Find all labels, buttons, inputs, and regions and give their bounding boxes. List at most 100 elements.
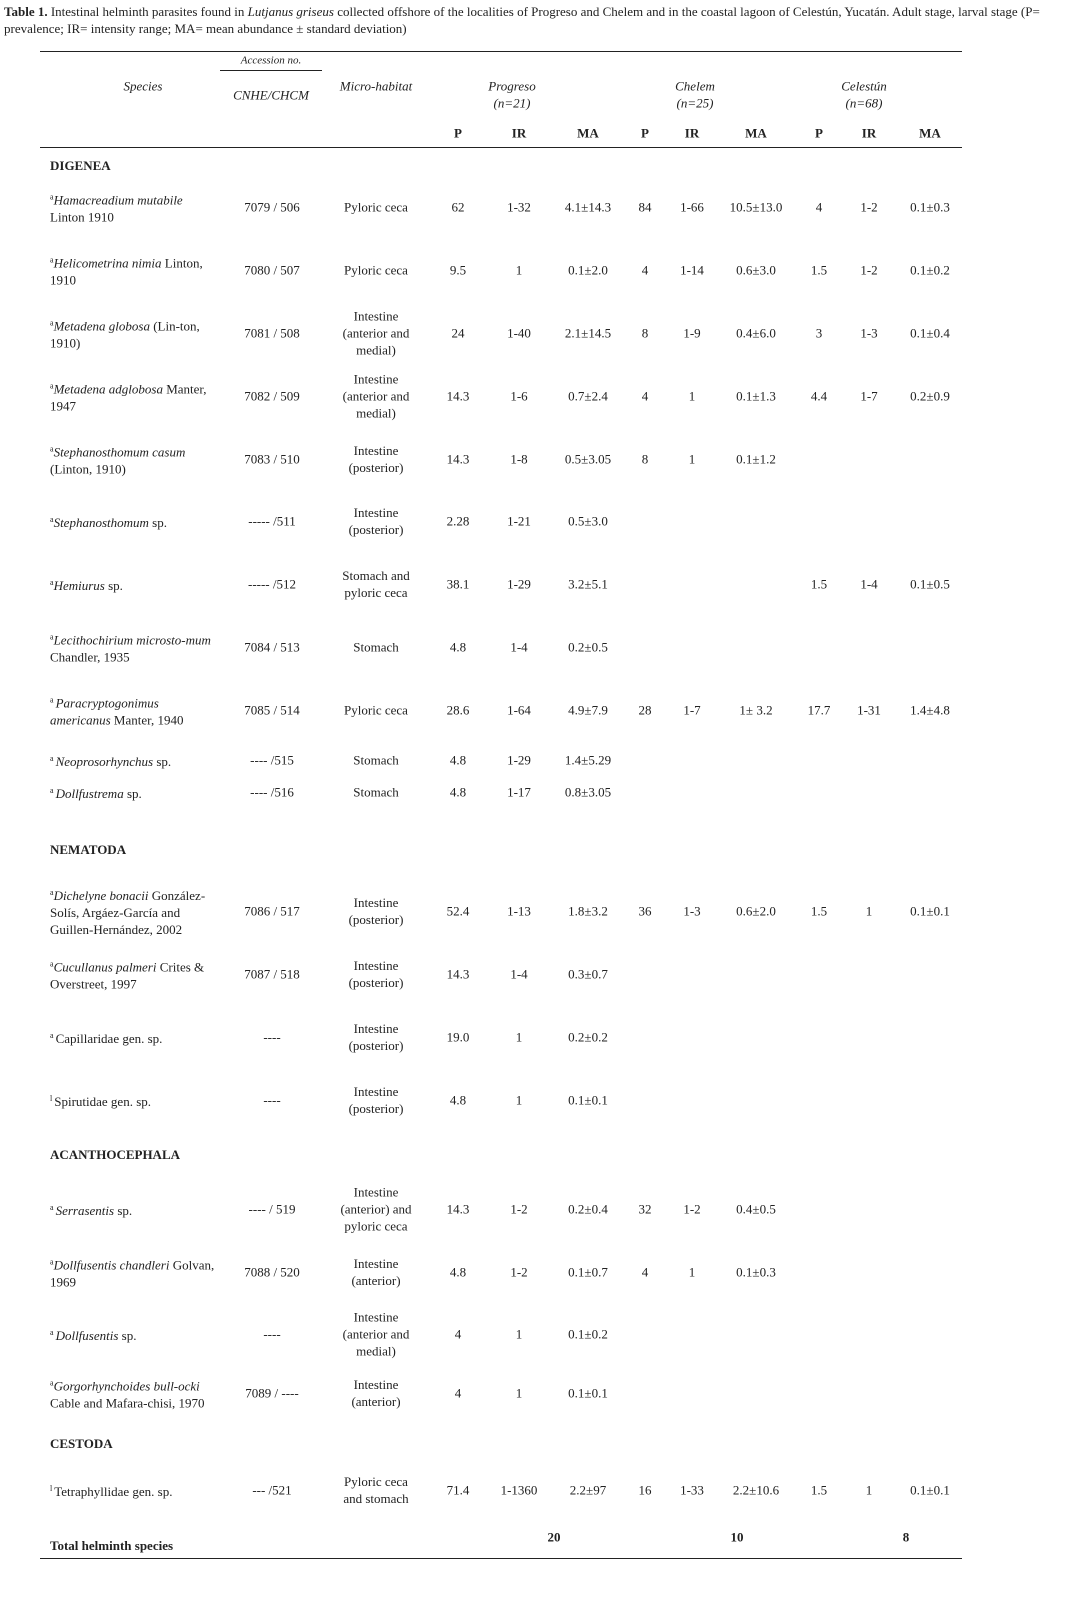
cell-p: 14.3 xyxy=(446,1201,470,1217)
cell-ir: 1 xyxy=(865,1482,873,1498)
cell-ma: 0.1±0.2 xyxy=(910,262,950,278)
cell-ma: 1.8±3.2 xyxy=(568,903,608,919)
cell-ir: 1 xyxy=(515,1092,523,1108)
cell-ma: 0.1±0.1 xyxy=(910,1482,950,1498)
accession-number: 7087 / 518 xyxy=(244,966,300,982)
cell-ma: 0.8±3.05 xyxy=(564,784,612,800)
cell-ma: 0.2±0.5 xyxy=(568,639,608,655)
cell-p: 4.8 xyxy=(449,752,467,768)
cell-ma: 1.4±4.8 xyxy=(910,702,950,718)
species-name: a Serrasentis sp. xyxy=(50,1203,133,1218)
micro-habitat: Stomach xyxy=(353,784,399,800)
total-label: Total helminth species xyxy=(50,1538,174,1553)
subheader-p: P xyxy=(815,125,823,141)
cell-ma: 1.4±5.29 xyxy=(564,752,612,768)
caption-host: Lutjanus griseus xyxy=(247,4,334,19)
header-celestun: Celestún xyxy=(841,78,887,94)
cell-ma: 0.5±3.05 xyxy=(564,451,612,467)
cell-ma: 0.1±1.2 xyxy=(736,451,776,467)
total-chelem: 10 xyxy=(730,1529,744,1545)
cell-p: 4.8 xyxy=(449,639,467,655)
species-name: aDichelyne bonacii González-Solís, Argáe… xyxy=(50,888,206,937)
cell-ma: 0.2±0.4 xyxy=(568,1201,608,1217)
cell-ir: 1-33 xyxy=(680,1482,704,1498)
cell-ma: 0.1±0.1 xyxy=(568,1092,608,1108)
cell-ir: 1-8 xyxy=(510,451,528,467)
subheader-p: P xyxy=(454,125,462,141)
cell-ma: 0.6±3.0 xyxy=(736,262,776,278)
header-accession-group: Accession no. xyxy=(240,54,302,67)
cell-p: 1.5 xyxy=(810,903,828,919)
header-habitat: Micro-habitat xyxy=(339,78,413,94)
accession-number: ---- /516 xyxy=(250,784,294,800)
accession-number: 7086 / 517 xyxy=(244,903,300,919)
cell-ma: 0.4±6.0 xyxy=(736,325,776,341)
cell-ir: 1-3 xyxy=(860,325,878,341)
cell-ir: 1 xyxy=(515,1385,523,1401)
cell-p: 2.28 xyxy=(446,513,470,529)
cell-p: 4 xyxy=(641,388,649,404)
cell-ma: 0.6±2.0 xyxy=(736,903,776,919)
accession-number: 7081 / 508 xyxy=(244,325,300,341)
accession-number: 7084 / 513 xyxy=(244,639,300,655)
cell-ir: 1-4 xyxy=(510,966,528,982)
total-celestun: 8 xyxy=(902,1529,910,1545)
micro-habitat: Intestine (anterior) xyxy=(351,1377,401,1409)
cell-ma: 3.2±5.1 xyxy=(568,576,608,592)
accession-number: --- /521 xyxy=(252,1482,292,1498)
species-name: aHemiurus sp. xyxy=(50,578,123,593)
cell-p: 4 xyxy=(815,199,823,215)
micro-habitat: Intestine (anterior and medial) xyxy=(342,1309,410,1359)
accession-number: 7080 / 507 xyxy=(244,262,300,278)
cell-ir: 1-2 xyxy=(510,1201,528,1217)
cell-ir: 1-29 xyxy=(507,752,531,768)
cell-p: 84 xyxy=(638,199,652,215)
cell-p: 32 xyxy=(638,1201,652,1217)
cell-ma: 0.1±0.3 xyxy=(910,199,950,215)
cell-ir: 1-3 xyxy=(683,903,701,919)
species-name: aCucullanus palmeri Crites & Overstreet,… xyxy=(50,959,205,992)
cell-p: 62 xyxy=(451,199,465,215)
cell-ir: 1-31 xyxy=(857,702,881,718)
bottom-rule xyxy=(40,1558,962,1559)
cell-p: 17.7 xyxy=(807,702,831,718)
cell-p: 19.0 xyxy=(446,1029,470,1045)
micro-habitat: Intestine (posterior) xyxy=(348,1084,404,1116)
micro-habitat: Intestine (anterior and medial) xyxy=(342,308,410,358)
section-heading: NEMATODA xyxy=(50,842,127,857)
cell-ir: 1-4 xyxy=(860,576,878,592)
micro-habitat: Stomach xyxy=(353,639,399,655)
species-name: a Paracryptogonimus americanus Manter, 1… xyxy=(50,695,184,728)
cell-ir: 1-21 xyxy=(507,513,531,529)
cell-ma: 4.1±14.3 xyxy=(564,199,612,215)
cell-ma: 0.1±0.4 xyxy=(910,325,950,341)
cell-ma: 0.2±0.2 xyxy=(568,1029,608,1045)
micro-habitat: Stomach and pyloric ceca xyxy=(342,568,410,600)
section-heading: DIGENEA xyxy=(50,158,111,173)
accession-rule xyxy=(220,70,322,71)
cell-ma: 2.2±97 xyxy=(569,1482,607,1498)
accession-number: 7085 / 514 xyxy=(244,702,300,718)
cell-ma: 0.3±0.7 xyxy=(568,966,608,982)
header-accession: CNHE/CHCM xyxy=(233,87,309,103)
cell-ir: 1-66 xyxy=(680,199,704,215)
header-progreso-n: (n=21) xyxy=(493,95,531,111)
subheader-ma: MA xyxy=(745,125,767,141)
accession-number: ---- xyxy=(263,1029,281,1045)
cell-p: 4.8 xyxy=(449,1092,467,1108)
subheader-ma: MA xyxy=(919,125,941,141)
cell-p: 4.8 xyxy=(449,784,467,800)
cell-p: 14.3 xyxy=(446,966,470,982)
cell-p: 4.4 xyxy=(810,388,828,404)
accession-number: ---- xyxy=(263,1326,281,1342)
cell-ma: 0.1±0.5 xyxy=(910,576,950,592)
subheader-ma: MA xyxy=(577,125,599,141)
cell-ir: 1-13 xyxy=(507,903,531,919)
subheader-ir: IR xyxy=(684,125,700,141)
header-chelem: Chelem xyxy=(675,78,715,94)
cell-p: 8 xyxy=(641,325,649,341)
species-name: aLecithochirium microsto-mum Chandler, 1… xyxy=(50,632,211,665)
cell-p: 28.6 xyxy=(446,702,470,718)
cell-p: 71.4 xyxy=(446,1482,470,1498)
micro-habitat: Pyloric ceca and stomach xyxy=(343,1474,409,1506)
